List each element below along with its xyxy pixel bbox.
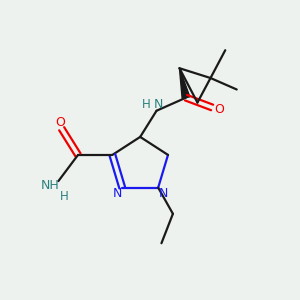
Text: N: N (158, 187, 168, 200)
Text: O: O (55, 116, 65, 129)
Polygon shape (179, 68, 190, 98)
Text: N: N (154, 98, 163, 111)
Text: N: N (112, 187, 122, 200)
Text: H: H (60, 190, 69, 203)
Text: O: O (214, 103, 224, 116)
Text: NH: NH (41, 179, 60, 193)
Text: H: H (142, 98, 150, 111)
